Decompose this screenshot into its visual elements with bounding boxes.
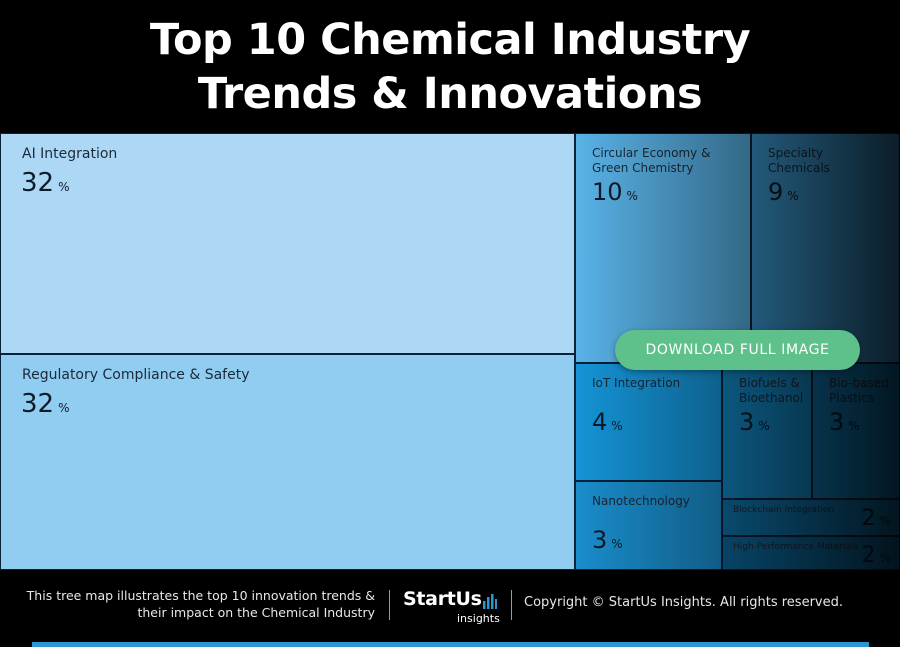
- footer-divider: [511, 590, 512, 620]
- treemap-tile: AI Integration 32%: [0, 133, 575, 354]
- tile-value: 2%: [861, 506, 891, 531]
- tile-label: High-Performance Materials: [733, 542, 859, 552]
- footer-caption: This tree map illustrates the top 10 inn…: [26, 588, 375, 620]
- tile-label: IoT Integration: [592, 376, 681, 390]
- copyright-text: Copyright © StartUs Insights. All rights…: [524, 595, 843, 610]
- treemap-tile: Blockchain Integration 2%: [722, 499, 900, 536]
- treemap-tile: High-Performance Materials 2%: [722, 536, 900, 570]
- header: Top 10 Chemical Industry Trends & Innova…: [0, 0, 900, 133]
- tile-label: Specialty Chemicals: [768, 146, 830, 175]
- footer: This tree map illustrates the top 10 inn…: [0, 570, 900, 647]
- tile-value: 32%: [21, 389, 70, 419]
- tile-label: Bio-based Plastics: [829, 376, 889, 405]
- logo-bars-icon: [483, 594, 497, 609]
- download-full-image-button[interactable]: DOWNLOAD FULL IMAGE: [615, 330, 860, 370]
- logo-brand: StartUs: [403, 588, 482, 610]
- tile-label: Regulatory Compliance & Safety: [22, 367, 250, 383]
- bottom-accent-bar: [32, 642, 869, 647]
- logo-sub: insights: [457, 612, 500, 625]
- treemap-tile: Specialty Chemicals 9%: [751, 133, 900, 363]
- footer-divider: [389, 590, 390, 620]
- treemap-tile: Nanotechnology 3%: [575, 481, 722, 570]
- tile-value: 2%: [861, 543, 891, 568]
- treemap-tile: Regulatory Compliance & Safety 32%: [0, 354, 575, 570]
- tile-value: 9%: [768, 178, 799, 206]
- treemap-tile: Bio-based Plastics 3%: [812, 363, 900, 499]
- startus-logo: StartUs insights: [403, 588, 503, 625]
- tile-label: Blockchain Integration: [733, 505, 835, 515]
- title-line-1: Top 10 Chemical Industry: [149, 14, 751, 65]
- tile-label: AI Integration: [22, 146, 118, 162]
- treemap-tile: Biofuels & Bioethanol 3%: [722, 363, 812, 499]
- tile-label: Biofuels & Bioethanol: [739, 376, 804, 405]
- title-line-2: Trends & Innovations: [197, 68, 703, 119]
- tile-value: 4%: [592, 408, 623, 436]
- treemap-tile: IoT Integration 4%: [575, 363, 722, 481]
- tile-label: Nanotechnology: [592, 494, 690, 508]
- tile-label: Circular Economy & Green Chemistry: [592, 146, 711, 175]
- treemap-tile: Circular Economy & Green Chemistry 10%: [575, 133, 751, 363]
- tile-value: 32%: [21, 168, 70, 198]
- tile-value: 3%: [829, 408, 860, 436]
- tile-value: 10%: [592, 178, 638, 206]
- tile-value: 3%: [739, 408, 770, 436]
- tile-value: 3%: [592, 526, 623, 554]
